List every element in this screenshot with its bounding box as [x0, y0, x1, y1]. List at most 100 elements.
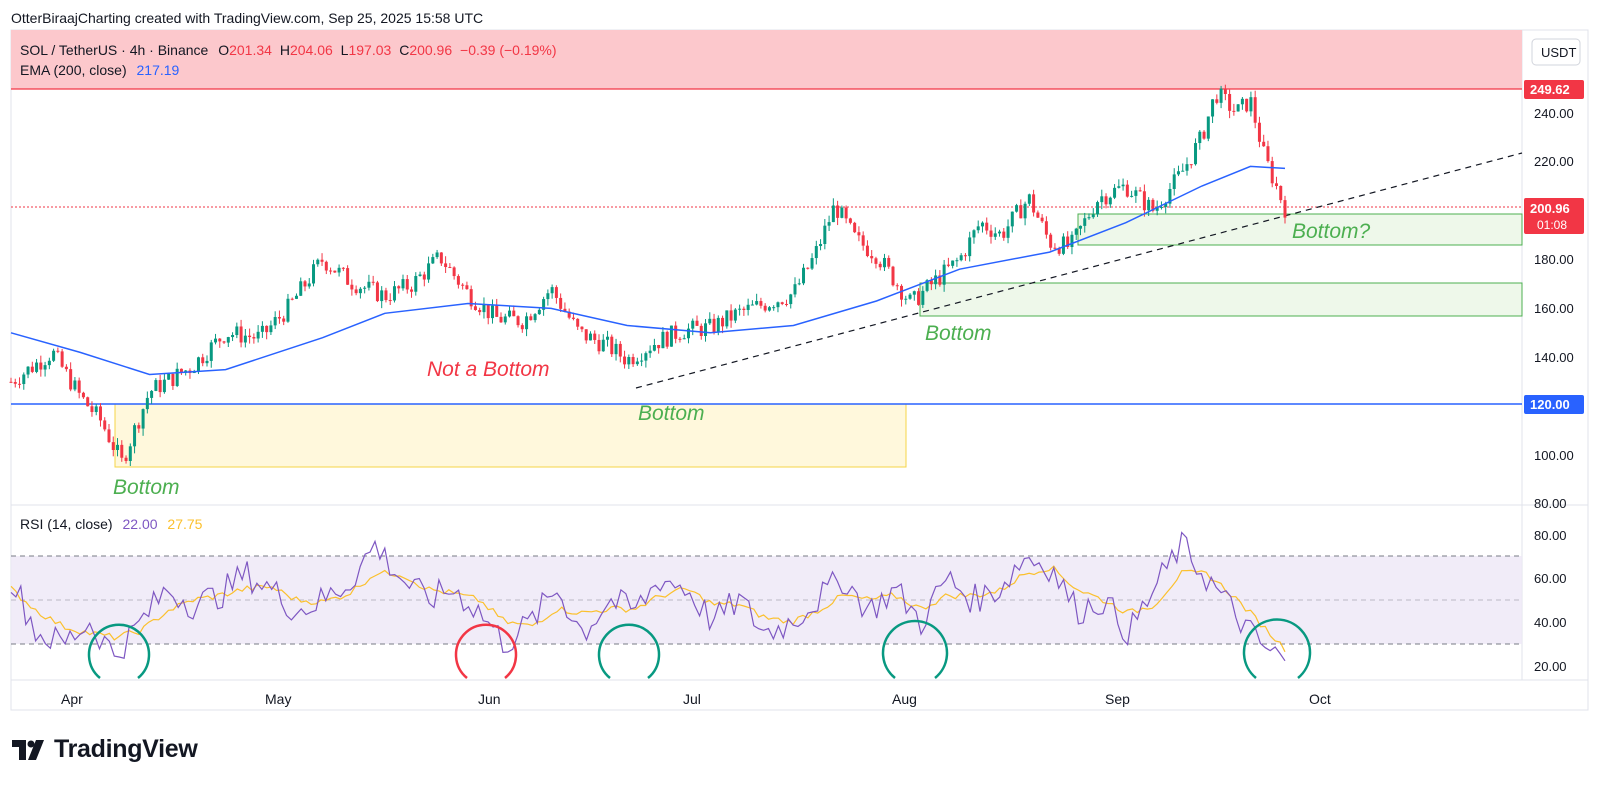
candle-body	[1262, 141, 1266, 147]
candle-body	[951, 260, 955, 266]
resistance-badge-text: 249.62	[1530, 82, 1570, 97]
y-tick-160: 160.00	[1534, 301, 1574, 316]
candle-body	[1091, 214, 1095, 218]
candle-body	[269, 325, 273, 333]
candle-body	[218, 338, 222, 342]
rsi-line	[10, 531, 1286, 662]
candle-body	[597, 339, 601, 352]
candle-body	[1070, 234, 1074, 248]
high-label: H	[279, 42, 290, 58]
candle-body	[750, 304, 754, 306]
price-legend: SOL / TetherUS · 4h · Binance O201.34 H2…	[20, 42, 557, 58]
x-tick-jul: Jul	[683, 691, 701, 707]
annotation-bottom-april: Bottom	[113, 476, 180, 499]
open-label: O	[218, 42, 230, 58]
candle-body	[840, 207, 844, 218]
candle-body	[699, 325, 703, 336]
candle-body	[196, 357, 200, 372]
candle-body	[282, 318, 286, 322]
candle-body	[814, 246, 818, 259]
rsi-circle-sep	[1242, 618, 1312, 679]
annotation-not-a-bottom: Not a Bottom	[427, 358, 550, 381]
candle-body	[1078, 225, 1082, 229]
candle-body	[934, 275, 938, 285]
candle-body	[422, 274, 426, 280]
candle-body	[861, 235, 865, 246]
candle-body	[912, 291, 916, 295]
candle-body	[1125, 184, 1129, 197]
candle-body	[652, 344, 656, 351]
candle-body	[929, 280, 933, 285]
candle-body	[520, 325, 524, 330]
candle-body	[904, 298, 908, 300]
candle-body	[721, 317, 725, 327]
candle-body	[674, 325, 678, 339]
currency-button[interactable]	[1531, 38, 1581, 66]
candle-body	[993, 233, 997, 237]
candle-body	[128, 446, 132, 461]
resistance-zone	[11, 30, 1522, 89]
y-tick-240: 240.00	[1534, 106, 1574, 121]
candle-body	[1015, 205, 1019, 212]
candle-body	[1083, 218, 1087, 226]
candle-body	[167, 373, 171, 380]
candle-body	[874, 258, 878, 264]
candle-body	[209, 342, 213, 361]
candle-body	[972, 230, 976, 238]
tradingview-logo[interactable]: TradingView	[12, 735, 198, 764]
dashed-trendline[interactable]	[635, 152, 1523, 389]
bottom-zone-aug	[919, 282, 1523, 317]
x-tick-oct: Oct	[1309, 691, 1331, 707]
candle-body	[1147, 199, 1151, 211]
rsi-tick-60: 60.00	[1534, 571, 1567, 586]
candle-body	[567, 311, 571, 318]
candle-body	[900, 285, 904, 300]
candle-body	[776, 302, 780, 308]
ema-value: 217.19	[136, 62, 180, 78]
candle-body	[47, 360, 51, 366]
candle-body	[729, 310, 733, 321]
candle-body	[704, 323, 708, 336]
last-price-badge-text: 200.96	[1530, 201, 1570, 216]
candle-body	[26, 366, 30, 375]
candle-body	[316, 259, 320, 265]
candle-body	[465, 285, 469, 290]
candle-body	[341, 267, 345, 269]
candle-body	[665, 331, 669, 347]
candle-body	[1053, 247, 1057, 249]
tradingview-logo-icon	[12, 739, 44, 760]
candle-body	[989, 230, 993, 237]
candle-body	[73, 380, 77, 390]
candle-body	[175, 368, 179, 386]
candle-body	[695, 320, 699, 326]
candle-body	[64, 366, 68, 370]
candle-body	[1240, 98, 1244, 105]
candle-body	[593, 333, 597, 340]
candle-body	[222, 341, 226, 343]
candle-body	[1066, 236, 1070, 248]
candle-body	[998, 231, 1002, 234]
candle-body	[154, 380, 158, 391]
candle-body	[508, 310, 512, 317]
rsi-value: 22.00	[122, 516, 158, 532]
candle-body	[806, 267, 810, 269]
candle-body	[478, 309, 482, 313]
candle-body	[1096, 202, 1100, 215]
candle-body	[802, 267, 806, 284]
candle-body	[610, 336, 614, 355]
candle-body	[580, 326, 584, 330]
candle-body	[456, 276, 460, 285]
candle-body	[746, 304, 750, 310]
candle-body	[1104, 196, 1108, 205]
candle-body	[1274, 183, 1278, 186]
ema-line	[10, 165, 1286, 376]
candle-body	[708, 318, 712, 324]
candle-body	[235, 326, 239, 336]
candle-body	[1164, 203, 1168, 207]
candle-body	[375, 282, 379, 302]
candle-body	[226, 337, 230, 343]
annotation-bottom-august: Bottom	[925, 322, 992, 345]
candle-body	[516, 316, 520, 326]
candle-body	[286, 298, 290, 322]
